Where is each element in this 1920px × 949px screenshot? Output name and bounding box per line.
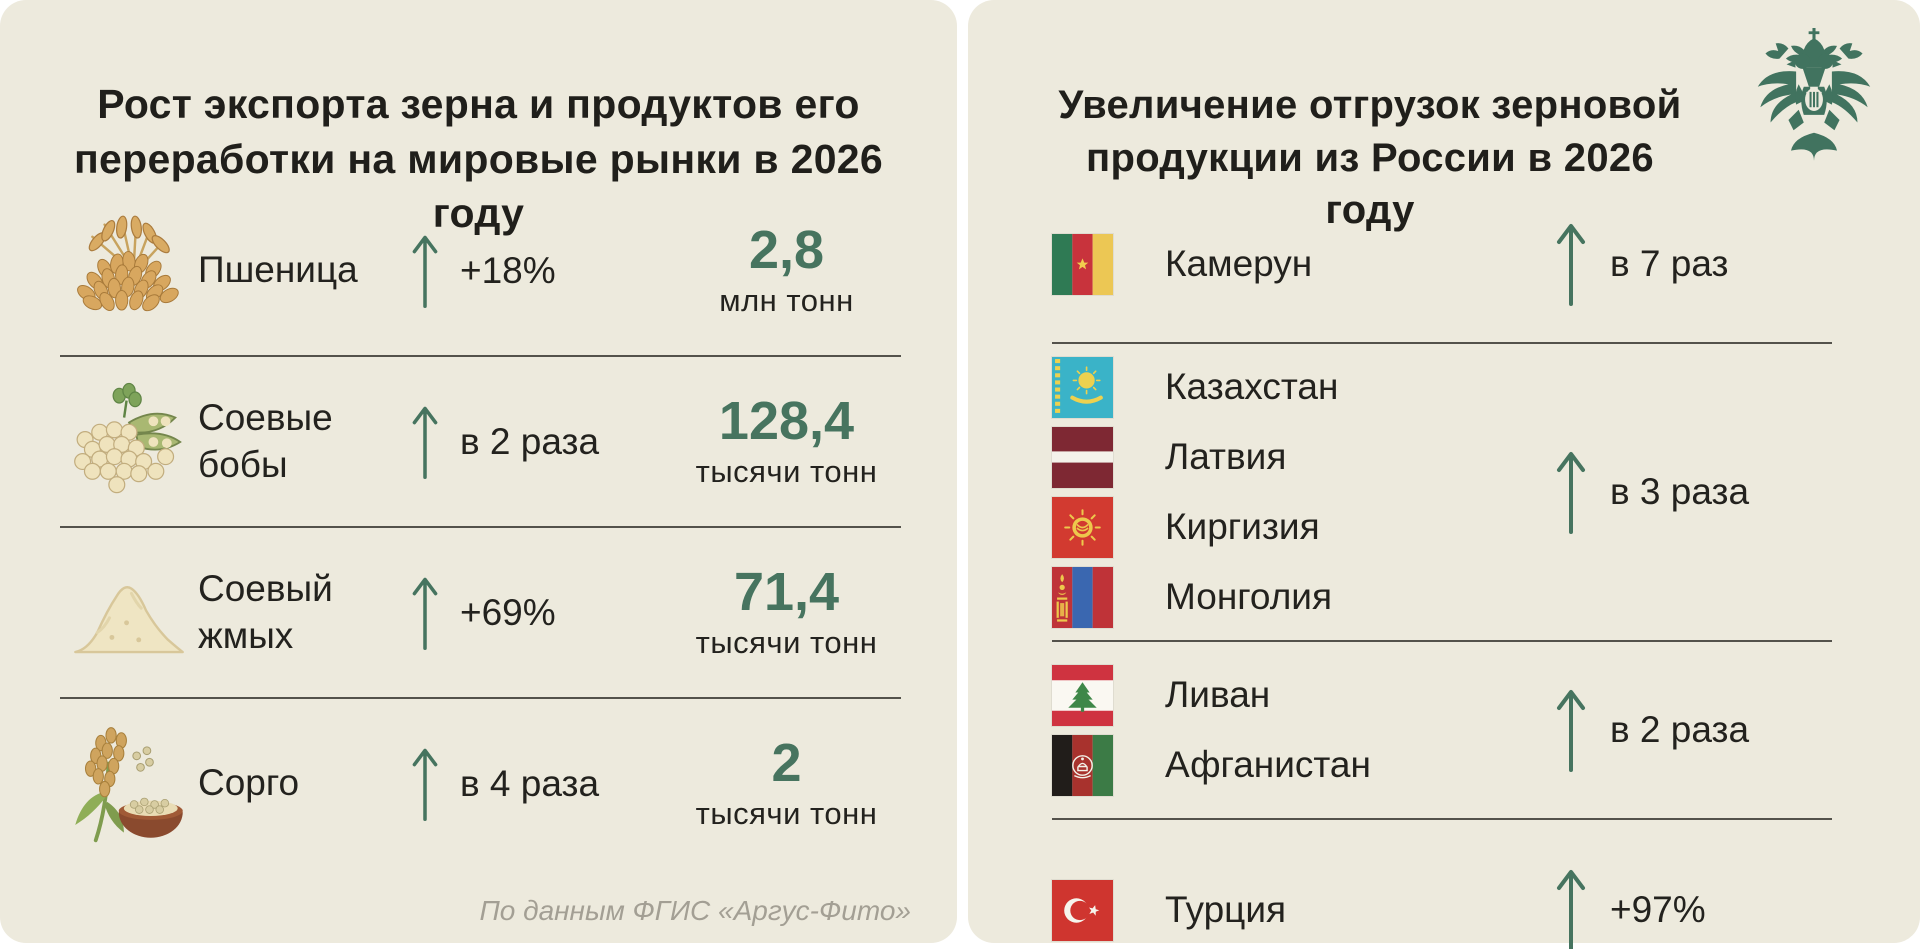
up-arrow-icon xyxy=(412,406,438,479)
table-row: Пшеница +18% 2,8 млн тонн xyxy=(60,186,901,355)
list-item: Латвия xyxy=(1052,426,1554,488)
right-panel-title: Увеличение отгрузок зерновой продукции и… xyxy=(1058,82,1682,233)
export-volume-number: 2 xyxy=(771,733,802,794)
divider xyxy=(1052,818,1832,820)
growth-change-label: в 4 раза xyxy=(460,762,600,804)
list-item: Монголия xyxy=(1052,566,1554,628)
sorghum-icon xyxy=(60,720,198,848)
growth-change: +69% xyxy=(410,573,672,653)
commodity-label: Соевые бобы xyxy=(198,397,333,485)
afghanistan-flag-icon xyxy=(1052,734,1113,796)
divider xyxy=(1052,342,1832,344)
country-name: Киргизия xyxy=(1165,506,1320,547)
export-volume-number: 2,8 xyxy=(748,220,825,281)
list-item: Камерун xyxy=(1052,233,1554,295)
growth-change-label: +69% xyxy=(460,591,556,633)
export-volume: 2,8 млн тонн xyxy=(672,222,901,319)
kyrgyzstan-flag-icon xyxy=(1052,496,1113,558)
growth-change: в 2 раза xyxy=(410,402,672,482)
list-item: Турция xyxy=(1052,879,1554,941)
cameroon-flag-icon xyxy=(1052,233,1113,295)
data-source-note: По данным ФГИС «Аргус-Фито» xyxy=(479,895,911,926)
table-row: Соевые бобы в 2 раза 128,4 тысячи тонн xyxy=(60,355,901,526)
turkey-flag-icon xyxy=(1052,879,1113,941)
country-name: Камерун xyxy=(1165,243,1313,284)
country-group: Турция +97% xyxy=(1052,820,1832,949)
left-panel-grain-export-growth: Рост экспорта зерна и продуктов его пере… xyxy=(0,0,957,943)
table-row: Соевый жмых +69% 71,4 тысячи тонн xyxy=(60,526,901,697)
commodity-label: Пшеница xyxy=(198,249,358,291)
up-arrow-icon xyxy=(1557,452,1585,534)
list-item: Афганистан xyxy=(1052,734,1554,796)
growth-change-label: в 7 раз xyxy=(1610,243,1729,284)
divider xyxy=(1052,640,1832,642)
kazakhstan-flag-icon xyxy=(1052,356,1113,418)
soy-meal-icon xyxy=(60,552,198,674)
list-item: Ливан xyxy=(1052,664,1554,726)
up-arrow-icon xyxy=(1557,224,1585,306)
growth-change: в 3 раза xyxy=(1554,448,1832,536)
commodity-label: Соевый жмых xyxy=(198,568,333,656)
export-volume-number: 128,4 xyxy=(718,391,855,452)
list-item: Казахстан xyxy=(1052,356,1554,418)
right-panel-shipment-increase: Увеличение отгрузок зерновой продукции и… xyxy=(968,0,1920,949)
growth-change-label: в 3 раза xyxy=(1610,471,1750,512)
country-name: Ливан xyxy=(1165,674,1271,715)
growth-change-label: в 2 раза xyxy=(1610,709,1750,750)
export-volume-unit: млн тонн xyxy=(719,282,854,318)
export-volume: 71,4 тысячи тонн xyxy=(672,564,901,661)
country-group: Ливан Афгани xyxy=(1052,642,1832,818)
growth-change: в 7 раз xyxy=(1554,220,1832,308)
soybeans-icon xyxy=(60,381,198,503)
country-name: Турция xyxy=(1165,889,1287,930)
rosselkhoznadzor-eagle-icon xyxy=(1750,28,1878,166)
lebanon-flag-icon xyxy=(1052,664,1113,726)
country-name: Афганистан xyxy=(1165,744,1371,785)
wheat-icon xyxy=(60,210,198,332)
growth-change-label: +97% xyxy=(1610,889,1706,930)
export-volume-unit: тысячи тонн xyxy=(695,795,878,831)
up-arrow-icon xyxy=(1557,870,1585,949)
growth-change: в 2 раза xyxy=(1554,686,1832,774)
export-volume-unit: тысячи тонн xyxy=(695,624,878,660)
up-arrow-icon xyxy=(412,577,438,650)
up-arrow-icon xyxy=(412,748,438,821)
growth-change: +18% xyxy=(410,231,672,311)
table-row: Сорго в 4 раза 2 тысячи тонн xyxy=(60,697,901,868)
country-name: Казахстан xyxy=(1165,366,1339,407)
latvia-flag-icon xyxy=(1052,426,1113,488)
up-arrow-icon xyxy=(1557,690,1585,772)
left-panel-title: Рост экспорта зерна и продуктов его пере… xyxy=(73,81,884,236)
country-name: Латвия xyxy=(1165,436,1287,477)
country-group: Камерун в 7 раз xyxy=(1052,186,1832,342)
commodity-label: Сорго xyxy=(198,762,300,804)
growth-change: в 4 раза xyxy=(410,744,672,824)
country-name: Монголия xyxy=(1165,576,1332,617)
mongolia-flag-icon xyxy=(1052,566,1113,628)
country-group: Казахстан Латвия xyxy=(1052,344,1832,640)
growth-change: +97% xyxy=(1554,866,1832,949)
up-arrow-icon xyxy=(412,235,438,308)
growth-change-label: в 2 раза xyxy=(460,420,600,462)
right-panel-rows: Камерун в 7 раз xyxy=(1052,186,1832,949)
export-volume: 128,4 тысячи тонн xyxy=(672,393,901,490)
export-volume-unit: тысячи тонн xyxy=(695,453,878,489)
growth-change-label: +18% xyxy=(460,249,556,291)
export-volume: 2 тысячи тонн xyxy=(672,735,901,832)
list-item: Киргизия xyxy=(1052,496,1554,558)
left-panel-rows: Пшеница +18% 2,8 млн тонн xyxy=(60,186,901,868)
export-volume-number: 71,4 xyxy=(733,562,840,623)
